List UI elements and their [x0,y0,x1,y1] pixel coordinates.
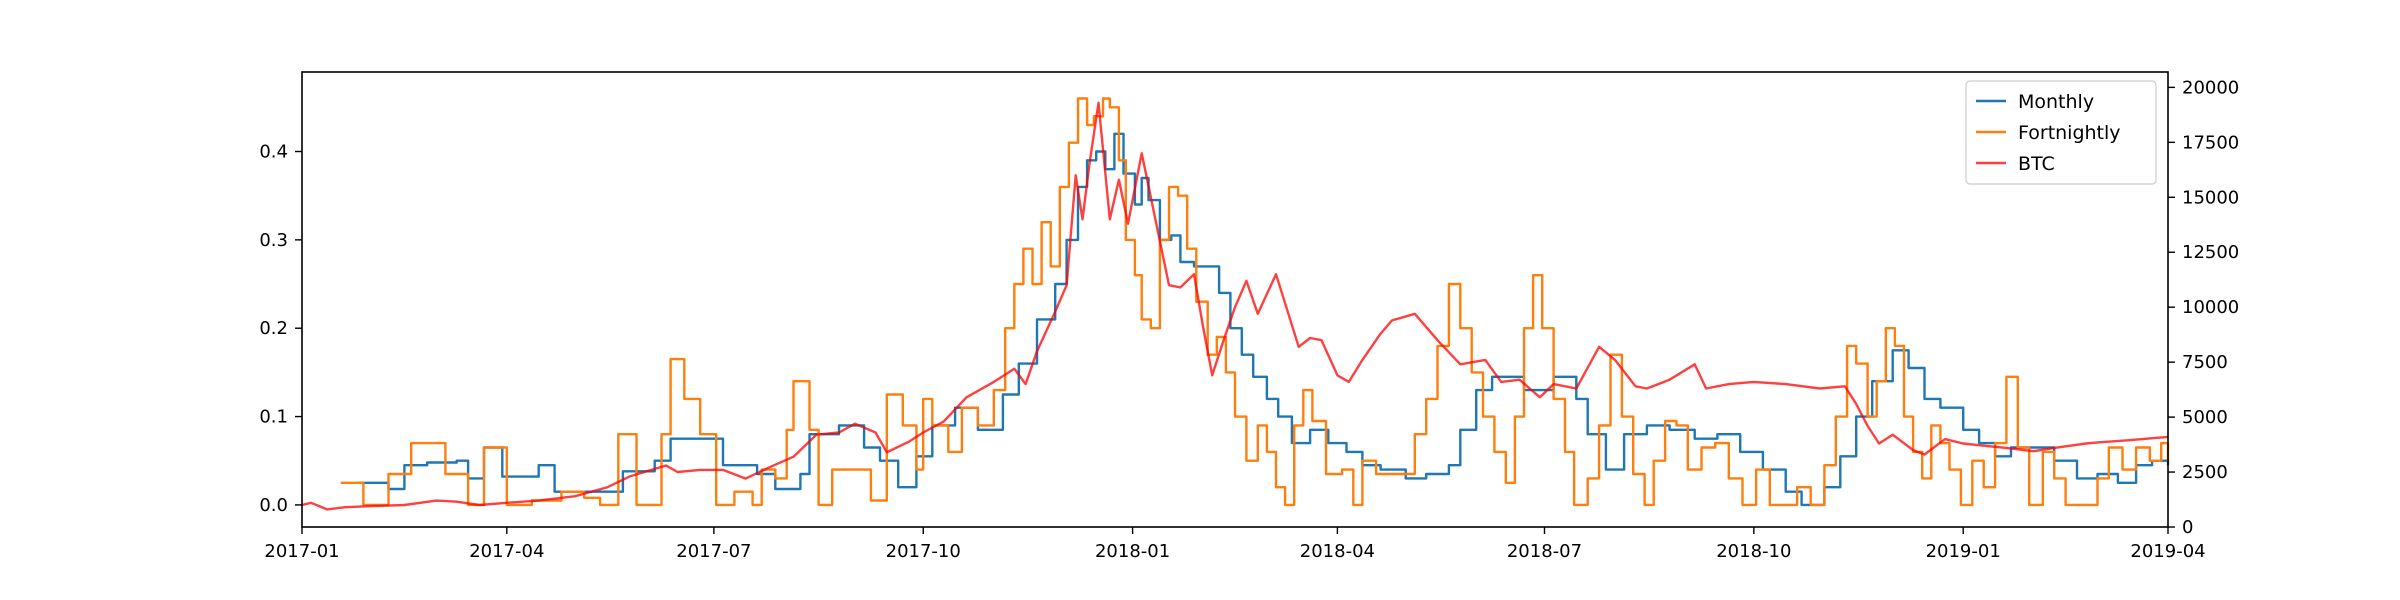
x-tick-label: 2018-10 [1716,541,1791,562]
x-tick-label: 2019-04 [2130,541,2205,562]
legend: Monthly Fortnightly BTC [1965,80,2157,185]
x-tick-label: 2017-01 [264,541,339,562]
series-layer [301,97,2170,511]
plot-frame [301,71,2169,528]
series-line-fortnightly [340,97,2170,507]
legend-label: Fortnightly [2018,122,2121,144]
legend-box [1965,80,2157,185]
y-right-tick-label: 5000 [2182,407,2228,428]
x-tick-label: 2017-07 [676,541,751,562]
y-right-tick-label: 10000 [2182,297,2239,318]
legend-label: Monthly [2018,91,2094,113]
y-axis-right: 0 2500 5000 7500 10000 12500 15000 17500 20000 [2168,77,2239,538]
x-tick-label: 2018-04 [1300,541,1375,562]
y-left-tick-label: 0.0 [259,495,288,516]
x-tick-label: 2017-10 [886,541,961,562]
y-axis-left: 0.0 0.1 0.2 0.3 0.4 [259,142,302,516]
y-right-tick-label: 17500 [2182,132,2239,153]
y-left-tick-label: 0.3 [259,230,288,251]
y-left-tick-label: 0.4 [259,142,288,163]
y-left-tick-label: 0.2 [259,318,288,339]
y-right-tick-label: 12500 [2182,242,2239,263]
x-tick-label: 2018-01 [1095,541,1170,562]
y-right-tick-label: 20000 [2182,77,2239,98]
y-right-tick-label: 2500 [2182,462,2228,483]
y-right-tick-label: 15000 [2182,187,2239,208]
x-tick-label: 2019-01 [1926,541,2001,562]
x-tick-label: 2017-04 [469,541,544,562]
x-tick-label: 2018-07 [1507,541,1582,562]
series-line-btc [301,101,2169,511]
x-axis: 2017-01 2017-04 2017-07 2017-10 2018-01 2018-… [264,527,2206,562]
y-right-tick-label: 0 [2182,517,2193,538]
y-right-tick-label: 7500 [2182,352,2228,373]
legend-label: BTC [2018,153,2055,175]
series-line-monthly [356,132,2170,507]
y-left-tick-label: 0.1 [259,407,288,428]
